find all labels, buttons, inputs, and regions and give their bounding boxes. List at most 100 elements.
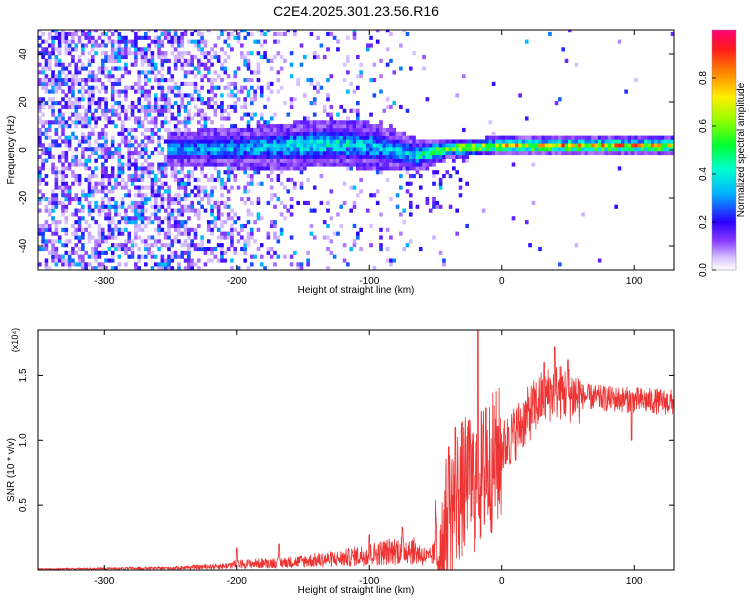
heatmap-cell [81, 104, 85, 110]
heatmap-cell [508, 150, 512, 156]
heatmap-cell [84, 124, 88, 129]
heatmap-cell [74, 97, 79, 102]
heatmap-cell [203, 43, 208, 48]
heatmap-cell [481, 208, 486, 213]
heatmap-cell [153, 204, 158, 209]
heatmap-cell [326, 223, 330, 229]
snr-x-axis-label: Height of straight line (km) [298, 585, 415, 596]
heatmap-cell [120, 166, 125, 171]
heatmap-cell [273, 147, 277, 152]
heatmap-cell [286, 135, 291, 140]
heatmap-cell [206, 158, 211, 163]
heatmap-cell [223, 220, 228, 225]
heatmap-cell [137, 116, 141, 121]
heatmap-cell [405, 150, 410, 156]
heatmap-cell [157, 246, 161, 252]
heatmap-cell [74, 208, 79, 213]
heatmap-cell [144, 74, 148, 79]
heatmap-cell [47, 120, 52, 125]
heatmap-cell [607, 150, 612, 156]
heatmap-cell [67, 97, 72, 102]
heatmap-cell [203, 124, 208, 129]
heatmap-cell [624, 89, 628, 94]
heatmap-cell [210, 81, 214, 86]
heatmap-cell [389, 58, 393, 63]
heatmap-cell [203, 185, 208, 190]
heatmap-cell [299, 166, 304, 171]
heatmap-cell [329, 162, 334, 167]
heatmap-cell [322, 124, 327, 129]
heatmap-cell [91, 131, 95, 136]
heatmap-cell [551, 139, 556, 144]
heatmap-cell [240, 127, 244, 133]
heatmap-cell [210, 97, 214, 102]
heatmap-cell [38, 223, 42, 229]
heatmap-cell [508, 139, 512, 144]
heatmap-cell [140, 150, 145, 156]
heatmap-cell [584, 150, 589, 156]
heatmap-cell [501, 143, 506, 148]
heatmap-cell [41, 235, 45, 240]
heatmap-cell [97, 104, 102, 110]
heatmap-cell [190, 174, 194, 179]
heatmap-cell [87, 101, 92, 106]
heatmap-cell [498, 147, 503, 152]
heatmap-cell [346, 135, 350, 140]
heatmap-cell [349, 166, 353, 171]
heatmap-cell [375, 30, 380, 33]
heatmap-cell [233, 154, 238, 159]
heatmap-cell [561, 47, 565, 52]
heatmap-cell [256, 212, 261, 217]
heatmap-cell [97, 78, 102, 83]
heatmap-cell [127, 216, 132, 221]
heatmap-cell [210, 139, 214, 144]
heatmap-cell [94, 266, 98, 270]
heatmap-cell [104, 97, 108, 102]
heatmap-cell [180, 243, 185, 248]
heatmap-cell [243, 250, 247, 255]
heatmap-cell [67, 85, 72, 90]
heatmap-cell [104, 31, 108, 37]
heatmap-cell [61, 185, 65, 190]
heatmap-cell [130, 108, 135, 113]
heatmap-cell [197, 143, 201, 148]
heatmap-cell [220, 108, 224, 113]
heatmap-cell [375, 158, 380, 163]
heatmap-cell [110, 81, 115, 86]
heatmap-cell [604, 139, 609, 144]
heatmap-cell [120, 227, 125, 232]
heatmap-cell [127, 177, 132, 182]
colorbar: 0.00.20.40.60.8 Normalized spectral ampl… [698, 29, 747, 277]
heatmap-cell [356, 54, 360, 60]
heatmap-cell [329, 104, 334, 110]
heatmap-cell [233, 124, 238, 129]
heatmap-cell [163, 235, 168, 240]
heatmap-cell [47, 124, 52, 129]
heatmap-cell [316, 35, 320, 40]
heatmap-cell [180, 66, 185, 71]
heatmap-cell [110, 150, 115, 156]
heatmap-cell [61, 124, 65, 129]
heatmap-cell [442, 154, 446, 159]
heatmap-cell [183, 116, 188, 121]
heatmap-cell [286, 124, 291, 129]
heatmap-cell [428, 147, 433, 152]
heatmap-cell [163, 162, 168, 167]
heatmap-cell [87, 30, 92, 33]
heatmap-cell [190, 116, 194, 121]
heatmap-cell [160, 227, 165, 232]
heatmap-cell [54, 127, 59, 133]
heatmap-cell [47, 35, 52, 40]
heatmap-cell [167, 66, 171, 71]
heatmap-cell [664, 135, 668, 140]
heatmap-cell [203, 174, 208, 179]
heatmap-cell [140, 108, 145, 113]
heatmap-cell [180, 162, 185, 167]
heatmap-cell [359, 139, 363, 144]
heatmap-cell [170, 197, 175, 202]
heatmap-cell [356, 154, 360, 159]
heatmap-cell [134, 127, 138, 133]
heatmap-cell [51, 30, 55, 33]
heatmap-cell [498, 150, 503, 156]
heatmap-cell [170, 223, 175, 229]
